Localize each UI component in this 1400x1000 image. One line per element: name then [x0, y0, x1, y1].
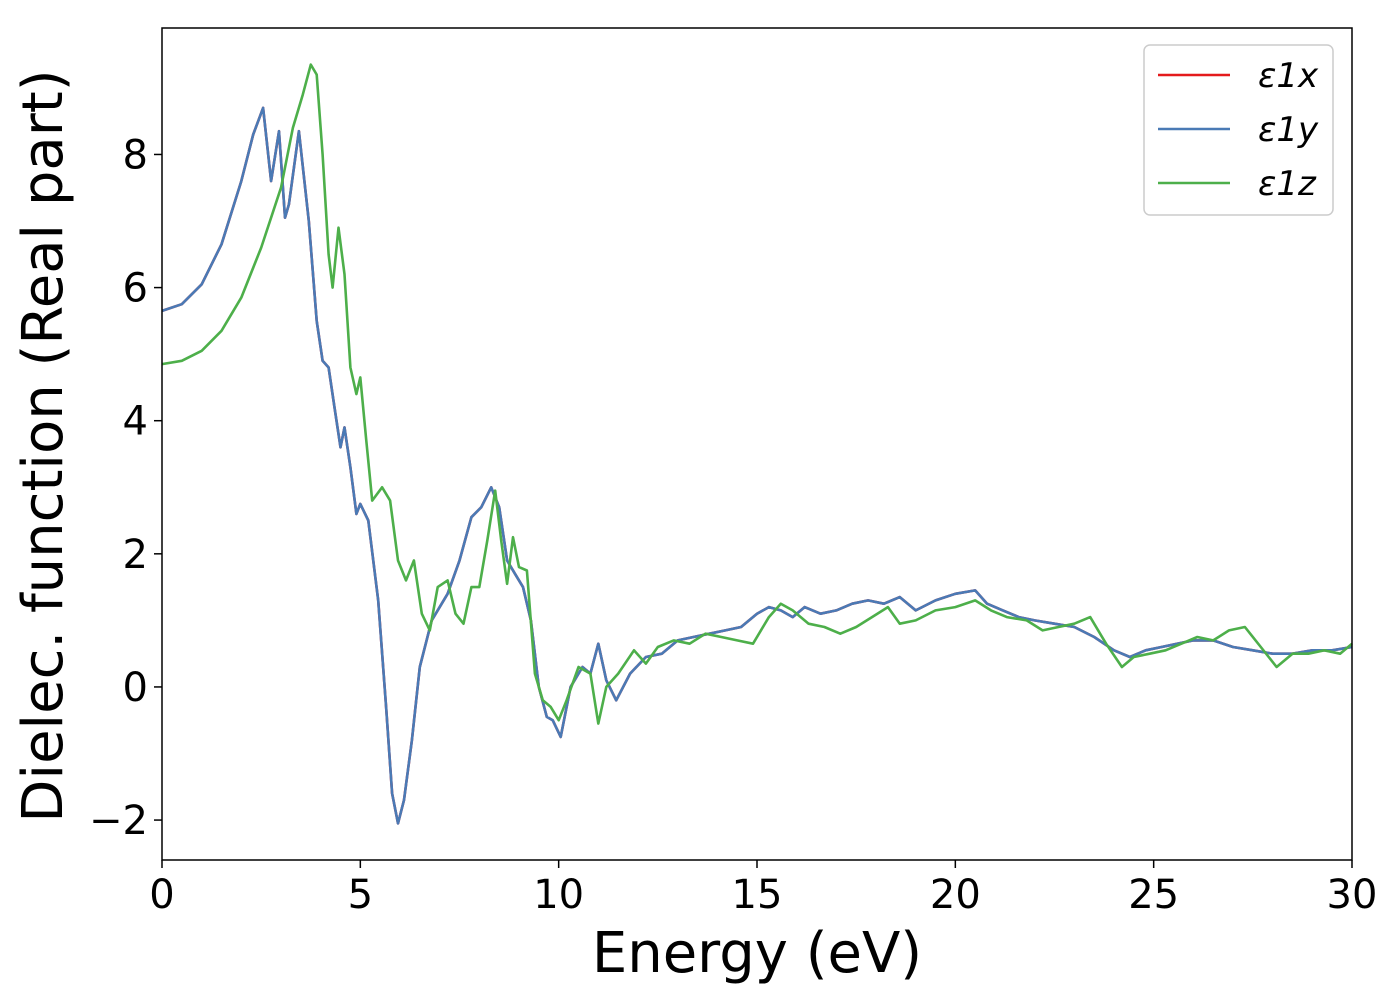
y-tick-label: 2	[123, 532, 148, 578]
series-layer	[161, 63, 1353, 825]
y-axis-ticks: −2 0 2 4 6 8	[89, 132, 162, 844]
y-tick-label: 6	[123, 266, 148, 312]
x-tick-label: 30	[1327, 872, 1378, 918]
legend-label-1: ε1x	[1258, 56, 1319, 96]
series-line-3	[161, 63, 1353, 725]
legend-label-2: ε1y	[1258, 110, 1319, 150]
x-axis-title: Energy (eV)	[592, 921, 922, 986]
x-tick-label: 10	[533, 872, 584, 918]
legend: ε1x ε1y ε1z	[1143, 44, 1334, 216]
x-tick-label: 20	[930, 872, 981, 918]
x-tick-label: 0	[149, 872, 174, 918]
y-axis-title: Dielec. function (Real part)	[11, 69, 76, 822]
y-tick-label: 4	[123, 399, 148, 445]
y-tick-label: 8	[123, 132, 148, 178]
x-tick-label: 15	[732, 872, 783, 918]
legend-box	[1143, 44, 1334, 216]
y-tick-label: 0	[123, 665, 148, 711]
x-tick-label: 5	[348, 872, 373, 918]
y-tick-label: −2	[89, 798, 148, 844]
x-tick-label: 25	[1128, 872, 1179, 918]
legend-label-3: ε1z	[1258, 164, 1317, 204]
x-axis-ticks: 0 5 10 15 20 25 30	[149, 860, 1377, 918]
